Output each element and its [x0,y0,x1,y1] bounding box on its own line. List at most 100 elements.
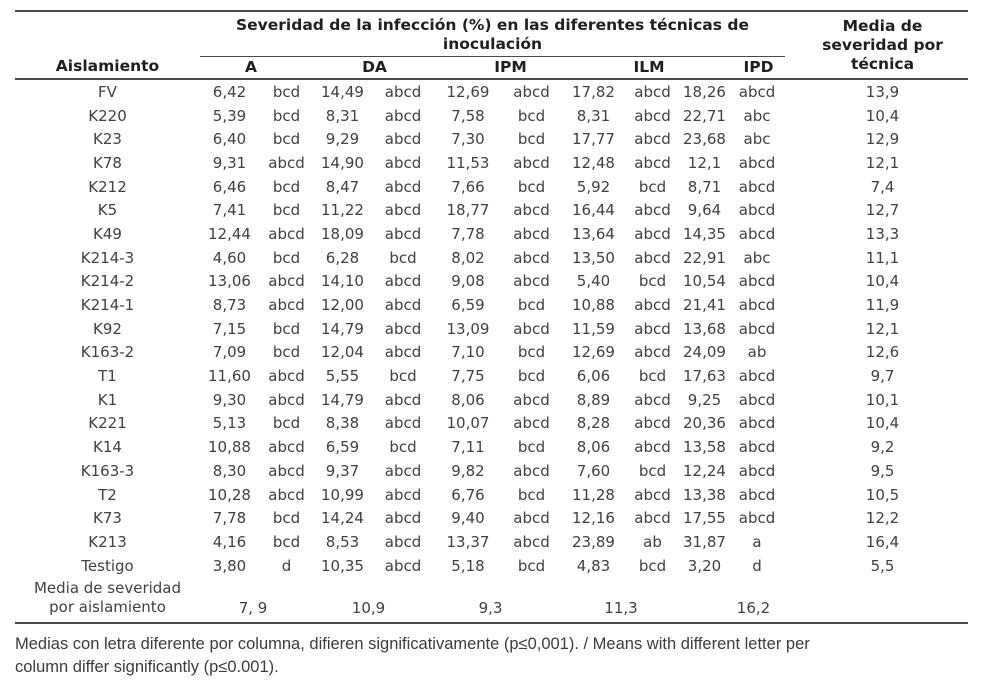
severity-value: 18,09 [321,224,364,243]
significance-letters: abcd [634,296,671,315]
severity-value: 13,06 [208,272,251,291]
column-header-da: DA [362,58,387,76]
severity-value: 11,53 [446,153,490,172]
severity-value: 11,28 [572,485,615,504]
severity-value: 4,60 [212,248,247,267]
severity-value: 6,40 [212,130,247,149]
column-header-media-tecnica-label: Media de severidad por técnica [822,16,943,73]
table-row: K213 4,16 bcd 8,53 abcd 13,37 abcd 23,89 ab 31,87… [15,530,968,554]
significance-letters: bcd [272,319,301,338]
severity-value: 7,60 [576,461,611,480]
significance-letters: abcd [634,201,671,220]
severity-value: 9,82 [451,461,485,480]
severity-value: 6,59 [451,296,485,315]
isolate-name: K73 [93,509,122,528]
severity-value: 10,88 [572,296,615,315]
severity-value: 7,11 [451,438,485,457]
significance-letters: abcd [513,201,550,220]
isolate-name: T2 [98,485,117,504]
isolate-name: K1 [97,390,118,409]
isolate-name: K163-2 [80,343,135,362]
technique-subheaders: A DA IPM ILM IPD [200,57,785,78]
severity-value: 13,50 [572,248,615,267]
severity-value: 7,10 [451,343,485,362]
significance-letters: abcd [384,177,422,196]
table-row: K214-2 13,06 abcd 14,10 abcd 9,08 abcd 5,40 bcd 1… [15,270,968,294]
severity-value: 11,59 [572,319,615,338]
row-mean-value: 12,6 [865,343,900,362]
significance-letters: bcd [517,438,546,457]
severity-value: 11,22 [321,201,364,220]
table-row: K221 5,13 bcd 8,38 abcd 10,07 abcd 8,28 abcd 20,3… [15,412,968,436]
row-mean-value: 12,9 [865,130,900,149]
significance-letters: abcd [513,272,550,291]
severity-value: 14,49 [321,82,364,101]
severity-value: 5,39 [212,106,247,125]
severity-value: 8,73 [212,296,247,315]
significance-letters: abcd [738,390,776,409]
severity-value: 12,1 [687,153,722,172]
significance-letters: abcd [268,153,305,172]
table-row: K78 9,31 abcd 14,90 abcd 11,53 abcd 12,48 abcd 12… [15,151,968,175]
severity-value: 13,64 [572,224,615,243]
significance-letters: abcd [384,296,422,315]
severity-value: 9,40 [451,509,485,528]
technique-header-group: Severidad de la infección (%) en las dif… [200,12,785,78]
significance-letters: abcd [513,509,550,528]
row-mean-value: 9,7 [870,367,895,386]
row-mean-value: 9,5 [870,461,895,480]
severity-value: 5,13 [212,414,247,433]
significance-letters: abc [743,130,771,149]
significance-letters: bcd [389,248,417,267]
row-mean-value: 7,4 [870,177,895,196]
severity-value: 9,31 [212,153,247,172]
severity-value: 12,04 [321,343,364,362]
severity-value: 3,20 [687,556,722,575]
severity-value: 13,37 [446,532,490,551]
severity-value: 3,80 [212,556,247,575]
table-row: K14 10,88 abcd 6,59 bcd 7,11 bcd 8,06 abcd 13,58 a… [15,435,968,459]
table-row: K214-1 8,73 abcd 12,00 abcd 6,59 bcd 10,88 abcd 2… [15,293,968,317]
severity-value: 12,69 [446,82,490,101]
significance-letters: bcd [638,461,667,480]
significance-letters: bcd [517,485,546,504]
isolate-name: Testigo [81,556,134,575]
severity-value: 8,28 [576,414,611,433]
severity-value: 14,35 [683,224,726,243]
column-header-ipd: IPD [743,58,774,76]
significance-letters: abc [743,248,771,267]
significance-letters: bcd [638,272,667,291]
significance-letters: bcd [638,367,667,386]
significance-letters: abcd [384,509,422,528]
significance-letters: abcd [268,296,305,315]
severity-value: 11,60 [208,367,251,386]
significance-letters: abcd [384,343,422,362]
severity-value: 10,35 [321,556,364,575]
significance-letters: d [281,556,292,575]
technique-mean-value: 10,9 [351,599,386,618]
severity-value: 8,06 [451,390,485,409]
severity-value: 6,06 [576,367,611,386]
significance-letters: bcd [272,532,301,551]
significance-letters: abcd [513,390,550,409]
significance-letters: abcd [738,485,776,504]
significance-letters: abcd [268,438,305,457]
severity-value: 10,07 [446,414,490,433]
significance-letters: abcd [738,272,776,291]
severity-value: 9,29 [325,130,360,149]
significance-letters: abcd [634,130,671,149]
significance-letters: abcd [738,509,776,528]
severity-value: 8,38 [325,414,360,433]
severity-value: 14,24 [321,509,364,528]
significance-letters: abcd [268,461,305,480]
significance-letters: abcd [384,272,422,291]
severity-value: 9,64 [687,201,722,220]
severity-value: 20,36 [683,414,726,433]
significance-letters: abcd [634,248,671,267]
severity-value: 8,31 [325,106,360,125]
significance-letters: abcd [738,201,776,220]
significance-letters: abcd [634,390,671,409]
significance-letters: abcd [634,485,671,504]
isolate-name: K214-1 [80,296,135,315]
